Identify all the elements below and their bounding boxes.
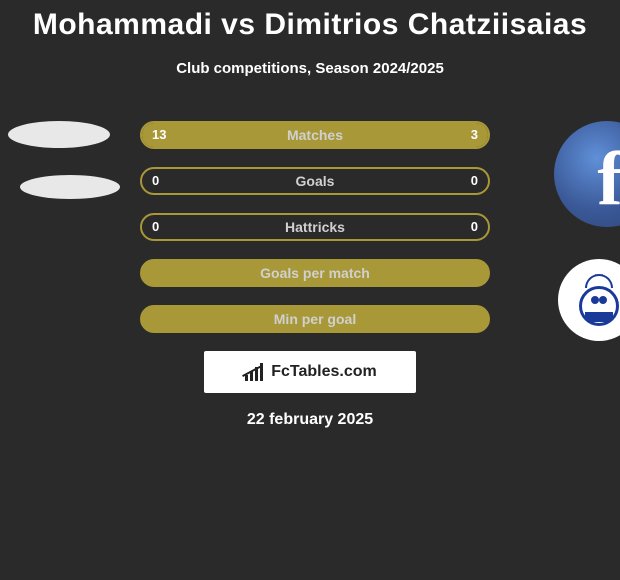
fctables-logo[interactable]: FcTables.com	[204, 351, 416, 393]
facebook-icon[interactable]: f	[554, 121, 620, 227]
stat-value-left: 13	[152, 123, 166, 147]
stat-value-left: 0	[152, 169, 159, 193]
stat-value-right: 3	[471, 123, 478, 147]
stat-label: Hattricks	[142, 215, 488, 239]
player2-avatar-placeholder	[20, 175, 120, 199]
stat-bar: Matches13 3	[140, 121, 490, 149]
facebook-f-glyph: f	[597, 136, 620, 223]
stat-label: Goals	[142, 169, 488, 193]
stat-bar: Goals per match	[140, 259, 490, 287]
stat-label: Goals per match	[142, 261, 488, 285]
stat-bar: Hattricks0 0	[140, 213, 490, 241]
stat-label: Matches	[142, 123, 488, 147]
date-text: 22 february 2025	[0, 411, 620, 429]
player1-avatar-placeholder	[8, 121, 110, 148]
stat-value-left: 0	[152, 215, 159, 239]
stat-bars: Matches133Goals00Hattricks00Goals per ma…	[140, 121, 490, 333]
stat-bar: Min per goal	[140, 305, 490, 333]
page-subtitle: Club competitions, Season 2024/2025	[0, 60, 620, 77]
logo-text: FcTables.com	[271, 363, 377, 381]
club-badge-icon: · · ·	[558, 259, 620, 341]
page-title: Mohammadi vs Dimitrios Chatziisaias	[0, 0, 620, 42]
stat-value-right: 0	[471, 169, 478, 193]
barchart-icon	[243, 363, 265, 381]
stat-bar: Goals0 0	[140, 167, 490, 195]
stats-area: f · · · Matches133Goals00Hattricks00Goal…	[0, 121, 620, 333]
stat-value-right: 0	[471, 215, 478, 239]
stat-label: Min per goal	[142, 307, 488, 331]
